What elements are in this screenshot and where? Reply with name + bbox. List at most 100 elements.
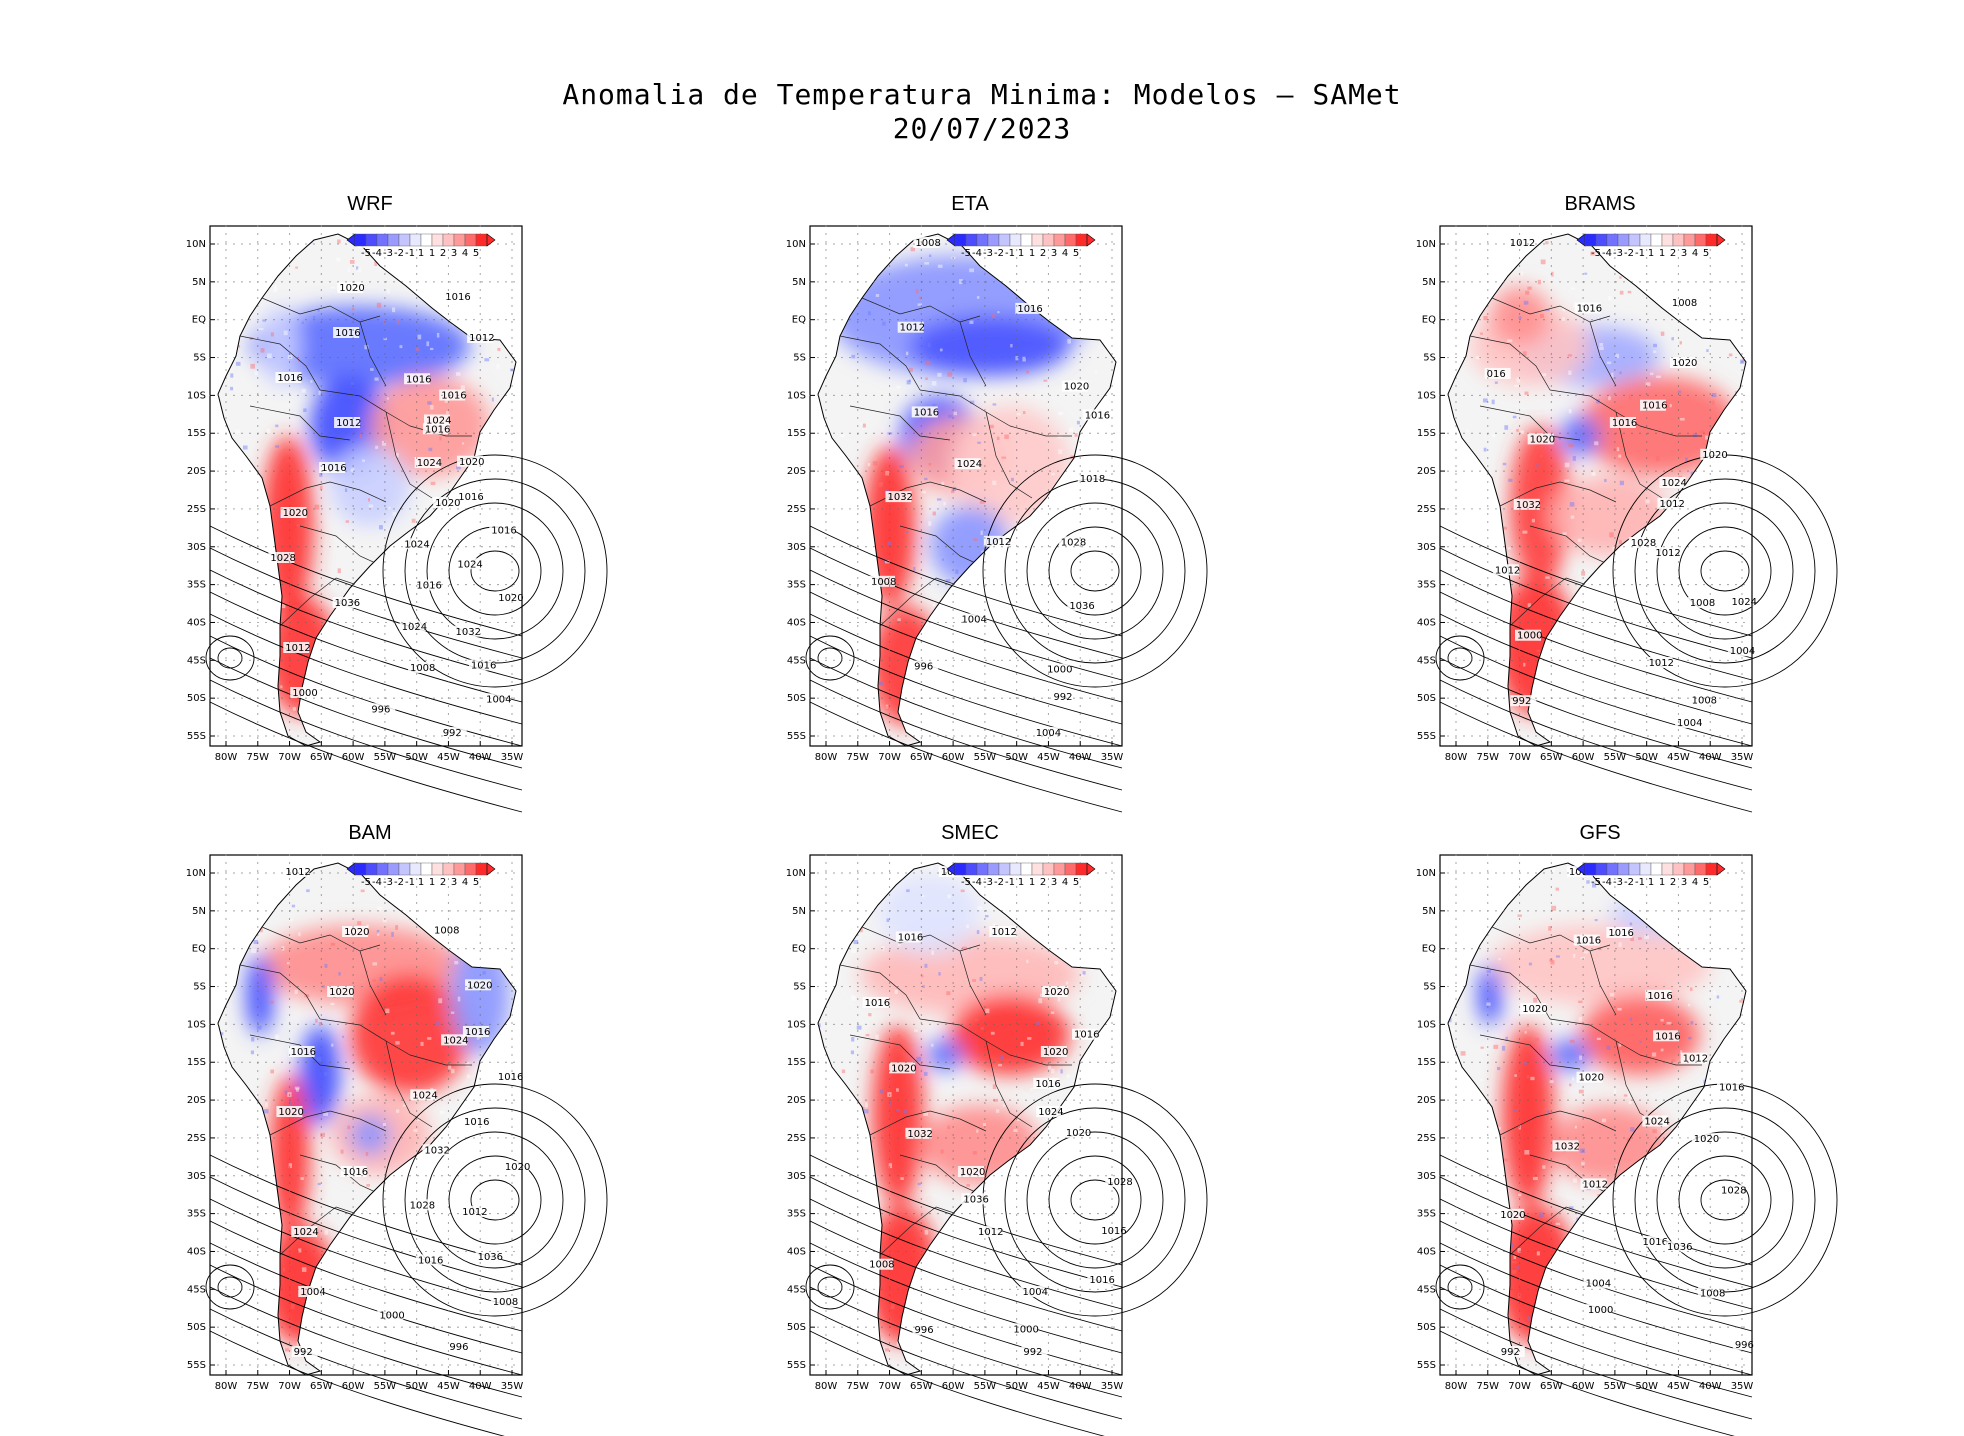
legend-swatch bbox=[998, 862, 1011, 876]
legend-swatch bbox=[1661, 233, 1674, 247]
lat-label: 55S bbox=[787, 1360, 806, 1371]
anomaly-blob bbox=[927, 1039, 963, 1071]
isobar-label: 1008 bbox=[1700, 1288, 1725, 1299]
isobar-label: 1032 bbox=[887, 492, 912, 503]
legend-swatch bbox=[1694, 233, 1707, 247]
country-border bbox=[1529, 525, 1613, 567]
legend-swatch bbox=[1650, 233, 1663, 247]
legend-swatch bbox=[965, 233, 978, 247]
country-border bbox=[409, 1054, 472, 1066]
lat-label: 15S bbox=[1417, 1057, 1436, 1068]
isobar-label: 1004 bbox=[1586, 1278, 1611, 1289]
legend-swatch bbox=[1672, 233, 1685, 247]
legend-swatch bbox=[420, 233, 433, 247]
lat-label: 40S bbox=[1417, 1246, 1436, 1257]
isobar-label: 1016 bbox=[416, 581, 441, 592]
isobar-label: 1016 bbox=[445, 292, 470, 303]
isobar-label: 1028 bbox=[270, 553, 295, 564]
legend-label: 4 bbox=[1692, 877, 1698, 888]
isobar-lines bbox=[205, 1083, 608, 1436]
lon-label: 75W bbox=[846, 1381, 869, 1392]
lon-label: 45W bbox=[1667, 1381, 1690, 1392]
map-svg: 1008 1016 1016 1012 1020 1018 1016 1024 1028 1032… bbox=[786, 225, 1208, 813]
lat-label: 5S bbox=[793, 982, 806, 993]
lat-label: 50S bbox=[187, 1322, 206, 1333]
isobar-label: 1008 bbox=[1692, 695, 1717, 706]
legend-label: 1 bbox=[429, 248, 435, 259]
legend-swatch bbox=[365, 862, 378, 876]
isobar-label: 992 bbox=[294, 1347, 313, 1358]
lon-label: 55W bbox=[374, 752, 397, 763]
lat-label: 40S bbox=[787, 617, 806, 628]
legend-swatch bbox=[1683, 862, 1696, 876]
legend-swatch bbox=[431, 233, 444, 247]
anomaly-blob bbox=[872, 1025, 924, 1205]
legend-label: -4 bbox=[1602, 877, 1612, 888]
isobar-label: 1012 bbox=[1510, 238, 1535, 249]
lat-label: 30S bbox=[187, 1171, 206, 1182]
legend-swatch bbox=[475, 233, 488, 247]
legend-colorbar: -5 -4 -3 -2 -1 1 1 2 3 4 5 bbox=[346, 862, 496, 888]
legend-label: -5 bbox=[1591, 877, 1601, 888]
isobar-label: 1016 bbox=[1608, 928, 1633, 939]
legend-label: -3 bbox=[983, 248, 993, 259]
isobar-label: 1016 bbox=[471, 661, 496, 672]
isobar-label: 1012 bbox=[1582, 1179, 1607, 1190]
legend-label: 1 bbox=[418, 248, 424, 259]
lat-label: 55S bbox=[187, 1360, 206, 1371]
isobar-label: 1004 bbox=[1036, 728, 1061, 739]
legend-swatch bbox=[1064, 233, 1077, 247]
lon-label: 35W bbox=[1731, 1381, 1754, 1392]
lat-label: 50S bbox=[787, 1322, 806, 1333]
lat-label: 40S bbox=[187, 1246, 206, 1257]
lat-label: 5S bbox=[193, 353, 206, 364]
lat-label: 5S bbox=[793, 353, 806, 364]
isobar-label: 996 bbox=[371, 704, 390, 715]
legend-swatch bbox=[442, 862, 455, 876]
legend-label: -5 bbox=[961, 877, 971, 888]
country-border bbox=[239, 335, 321, 391]
isobar-label: 1020 bbox=[505, 1162, 530, 1173]
map-frame bbox=[1439, 854, 1753, 1376]
isobar-label: 1012 bbox=[1495, 565, 1520, 576]
country-border bbox=[899, 525, 983, 567]
legend-swatch bbox=[464, 233, 477, 247]
country-border bbox=[319, 1018, 411, 1056]
legend-swatch bbox=[1639, 862, 1652, 876]
isobar-labels: 1016101610161020101210161016101610241016… bbox=[268, 237, 524, 739]
legend-swatch bbox=[387, 233, 400, 247]
anomaly-blob bbox=[1478, 965, 1502, 1025]
panel-gfs: GFS 1012 1016 1016 1016 1016 1016 1020 1012 1020… bbox=[1410, 822, 1838, 1436]
anomaly-blob bbox=[1490, 286, 1550, 346]
country-border bbox=[269, 1110, 387, 1136]
lat-label: 25S bbox=[1417, 504, 1436, 515]
isobar-label: 1032 bbox=[1516, 500, 1541, 511]
lon-label: 55W bbox=[974, 1381, 997, 1392]
lat-label: 50S bbox=[1417, 1322, 1436, 1333]
isobar-label: 1032 bbox=[424, 1145, 449, 1156]
lon-label: 75W bbox=[846, 752, 869, 763]
legend-swatch bbox=[1584, 233, 1597, 247]
lon-label: 45W bbox=[437, 752, 460, 763]
legend-label: 1 bbox=[1659, 248, 1665, 259]
isobar-label: 1012 bbox=[991, 927, 1016, 938]
anomaly-blob bbox=[1510, 426, 1570, 586]
isobar-label: 1008 bbox=[871, 577, 896, 588]
country-border bbox=[1499, 481, 1617, 507]
legend-swatch bbox=[1020, 862, 1033, 876]
map-svg: 1012 1016 1016 1016 1016 1016 1020 1012 1020 1020… bbox=[1416, 854, 1838, 1436]
isobar-lines bbox=[1435, 1083, 1838, 1436]
isobar-label: 1008 bbox=[1690, 598, 1715, 609]
isobar-label: 1008 bbox=[493, 1297, 518, 1308]
lon-label: 50W bbox=[1635, 1381, 1658, 1392]
country-border bbox=[269, 481, 387, 507]
isobar-label: 992 bbox=[1501, 1347, 1520, 1358]
legend-label: 5 bbox=[473, 877, 479, 888]
graticule bbox=[809, 854, 1115, 1368]
isobar-label: 1016 bbox=[914, 407, 939, 418]
lat-label: 5N bbox=[192, 277, 206, 288]
lat-label: 55S bbox=[1417, 731, 1436, 742]
legend-label: -5 bbox=[361, 877, 371, 888]
legend-swatch bbox=[1584, 862, 1597, 876]
anomaly-blob bbox=[860, 935, 1080, 1015]
